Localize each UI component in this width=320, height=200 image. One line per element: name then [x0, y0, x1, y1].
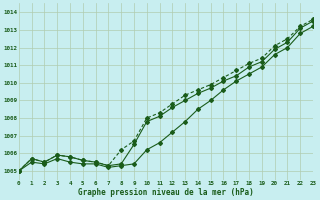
X-axis label: Graphe pression niveau de la mer (hPa): Graphe pression niveau de la mer (hPa)	[78, 188, 254, 197]
